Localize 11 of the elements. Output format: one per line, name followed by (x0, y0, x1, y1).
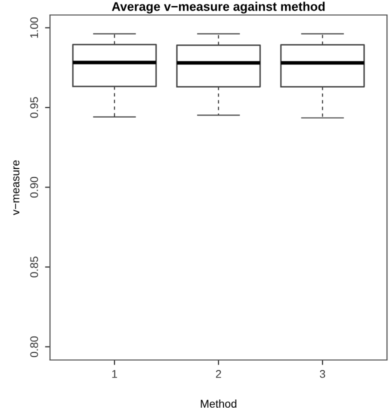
y-tick-label: 0.90 (30, 176, 38, 198)
y-tick-label: 1.00 (30, 17, 38, 38)
x-tick-label: 1 (112, 370, 118, 378)
y-tick-label: 0.95 (30, 97, 38, 118)
chart-title: Average v−measure against method (112, 2, 325, 14)
x-tick-label: 2 (216, 370, 222, 378)
y-axis-title: v−measure (13, 160, 20, 216)
y-tick-label: 0.80 (30, 336, 38, 358)
x-tick-label: 3 (320, 370, 326, 378)
y-tick-label: 0.85 (30, 256, 38, 278)
x-axis-title: Method (200, 400, 236, 408)
